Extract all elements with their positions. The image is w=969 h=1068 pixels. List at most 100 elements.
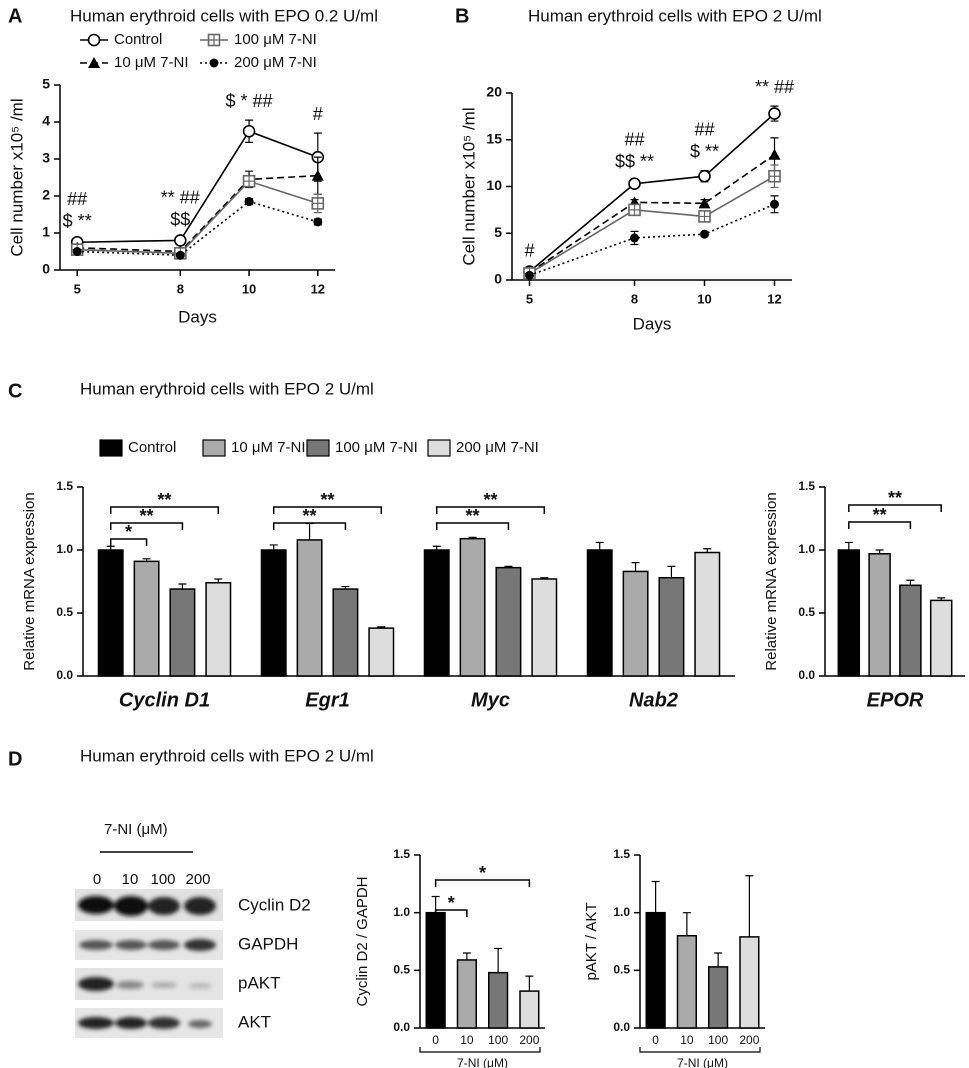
error-bar: [906, 579, 915, 586]
error-bar: [937, 597, 946, 601]
y-tick-label: 0.0: [798, 668, 815, 682]
y-tick-label: 15: [486, 130, 502, 146]
protein-label: AKT: [238, 1012, 271, 1031]
panel-title: Human erythroid cells with EPO 2 U/ml: [528, 6, 822, 25]
x-axis-label: 7-NI (μM): [677, 1056, 728, 1068]
significance-bracket: [272, 506, 383, 514]
series-line: [529, 154, 775, 274]
legend-label: 100 μM 7-NI: [234, 31, 317, 48]
y-axis-label: Relative mRNA expression: [763, 492, 780, 670]
marker-shape: [313, 217, 323, 227]
bar: [169, 588, 196, 677]
y-tick-label: 1.0: [56, 542, 73, 556]
x-tick-label: 5: [74, 281, 81, 296]
x-axis-label: 7-NI (μM): [457, 1056, 508, 1068]
significance-label: **: [873, 505, 887, 525]
error-bar: [432, 545, 441, 550]
marker: [698, 197, 711, 209]
panel-title: Human erythroid cells with EPO 0.2 U/ml: [70, 6, 378, 25]
y-tick-label: 0.5: [56, 605, 73, 619]
y-tick-label: 10: [486, 177, 502, 193]
x-tick-label: Nab2: [629, 689, 678, 711]
x-tick-label: 8: [177, 281, 184, 296]
significance-label: **: [483, 490, 497, 510]
error-bar: [106, 545, 115, 550]
bar: [708, 966, 729, 1029]
error-bar: [540, 577, 549, 579]
y-tick-label: 0.5: [798, 605, 815, 619]
error-bar: [667, 565, 676, 578]
legend-swatch: [99, 439, 123, 457]
significance-label: **: [320, 490, 334, 510]
x-tick-label: 10: [697, 291, 711, 306]
series-line: [529, 203, 775, 277]
bar: [260, 549, 287, 677]
x-tick-label: 10: [460, 1033, 474, 1047]
y-tick-label: 1.5: [56, 479, 73, 493]
y-axis-label: Cyclin D2 / GAPDH: [354, 876, 371, 1006]
panel-letter: D: [8, 748, 22, 770]
marker: [311, 197, 325, 210]
annotation: ##: [624, 130, 644, 150]
marker: [770, 199, 779, 209]
x-tick-label: 100: [708, 1033, 728, 1047]
error-bar: [504, 565, 513, 568]
y-tick-label: 2: [42, 187, 50, 203]
marker-shape: [87, 33, 101, 47]
marker-shape: [243, 175, 255, 187]
western-blot: D Human erythroid cells with EPO 2 U/ml …: [8, 746, 374, 1038]
error-bar: [631, 562, 640, 572]
bar: [332, 588, 359, 677]
bands: [78, 896, 216, 1029]
legend-label: 10 μM 7-NI: [114, 54, 189, 71]
marker-shape: [312, 197, 324, 209]
bar: [868, 553, 891, 677]
lane-label: 10: [122, 871, 139, 888]
protein-label: Cyclin D2: [238, 895, 311, 914]
y-tick-label: 5: [42, 76, 50, 92]
y-tick-label: 0.0: [393, 1020, 410, 1034]
bar: [622, 570, 649, 677]
annotation: ##: [67, 189, 87, 209]
lane-label: 0: [93, 871, 101, 888]
panel-letter: C: [8, 380, 22, 402]
x-tick-label: 8: [631, 291, 638, 306]
marker-shape: [209, 58, 219, 68]
marker-shape: [174, 234, 187, 247]
bar: [296, 539, 323, 677]
significance-label: **: [466, 506, 480, 526]
y-tick-label: 1.5: [613, 847, 630, 861]
y-tick-label: 1.5: [393, 847, 410, 861]
bar: [368, 627, 395, 677]
legend-swatch: [306, 439, 330, 457]
bar: [519, 990, 540, 1029]
y-tick-label: 1.5: [798, 479, 815, 493]
marker: [209, 58, 219, 68]
x-tick-label: 0: [432, 1033, 439, 1047]
legend-label: Control: [114, 31, 162, 48]
marker: [88, 57, 100, 68]
legend-label: 10 μM 7-NI: [231, 439, 306, 456]
bar: [495, 566, 522, 677]
panel-letter: A: [8, 5, 22, 27]
series-line: [77, 180, 319, 255]
marker: [175, 250, 185, 260]
y-tick-label: 0: [494, 271, 502, 287]
marker: [628, 177, 641, 190]
marker: [628, 203, 641, 217]
series-line: [529, 175, 775, 275]
significance-label: **: [303, 506, 317, 526]
marker: [768, 169, 781, 183]
x-tick-label: EPOR: [867, 689, 924, 711]
marker: [768, 148, 781, 160]
annotation: $ * ##: [226, 91, 273, 111]
bar: [456, 959, 477, 1029]
marker-shape: [698, 169, 711, 183]
protein-label: pAKT: [238, 973, 281, 992]
legend-swatch: [202, 439, 226, 457]
legend-label: Control: [128, 439, 176, 456]
marker: [244, 197, 254, 207]
marker: [207, 33, 221, 47]
x-tick-label: 200: [519, 1033, 539, 1047]
marker: [700, 229, 709, 239]
